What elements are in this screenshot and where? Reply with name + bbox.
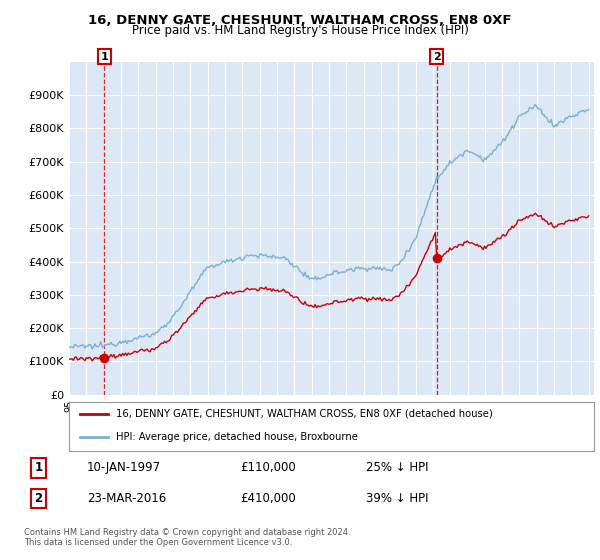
Text: 39% ↓ HPI: 39% ↓ HPI — [366, 492, 428, 505]
Text: £410,000: £410,000 — [241, 492, 296, 505]
Text: 23-MAR-2016: 23-MAR-2016 — [87, 492, 166, 505]
Text: 16, DENNY GATE, CHESHUNT, WALTHAM CROSS, EN8 0XF (detached house): 16, DENNY GATE, CHESHUNT, WALTHAM CROSS,… — [116, 409, 493, 419]
Text: 16, DENNY GATE, CHESHUNT, WALTHAM CROSS, EN8 0XF: 16, DENNY GATE, CHESHUNT, WALTHAM CROSS,… — [88, 14, 512, 27]
Text: £110,000: £110,000 — [241, 461, 296, 474]
Text: Contains HM Land Registry data © Crown copyright and database right 2024.: Contains HM Land Registry data © Crown c… — [24, 528, 350, 536]
Text: 1: 1 — [100, 52, 108, 62]
Text: 25% ↓ HPI: 25% ↓ HPI — [366, 461, 428, 474]
Text: Price paid vs. HM Land Registry's House Price Index (HPI): Price paid vs. HM Land Registry's House … — [131, 24, 469, 37]
Text: 10-JAN-1997: 10-JAN-1997 — [87, 461, 161, 474]
Text: 1: 1 — [34, 461, 43, 474]
Text: This data is licensed under the Open Government Licence v3.0.: This data is licensed under the Open Gov… — [24, 538, 292, 547]
Text: 2: 2 — [34, 492, 43, 505]
Text: 2: 2 — [433, 52, 440, 62]
Text: HPI: Average price, detached house, Broxbourne: HPI: Average price, detached house, Brox… — [116, 432, 358, 442]
